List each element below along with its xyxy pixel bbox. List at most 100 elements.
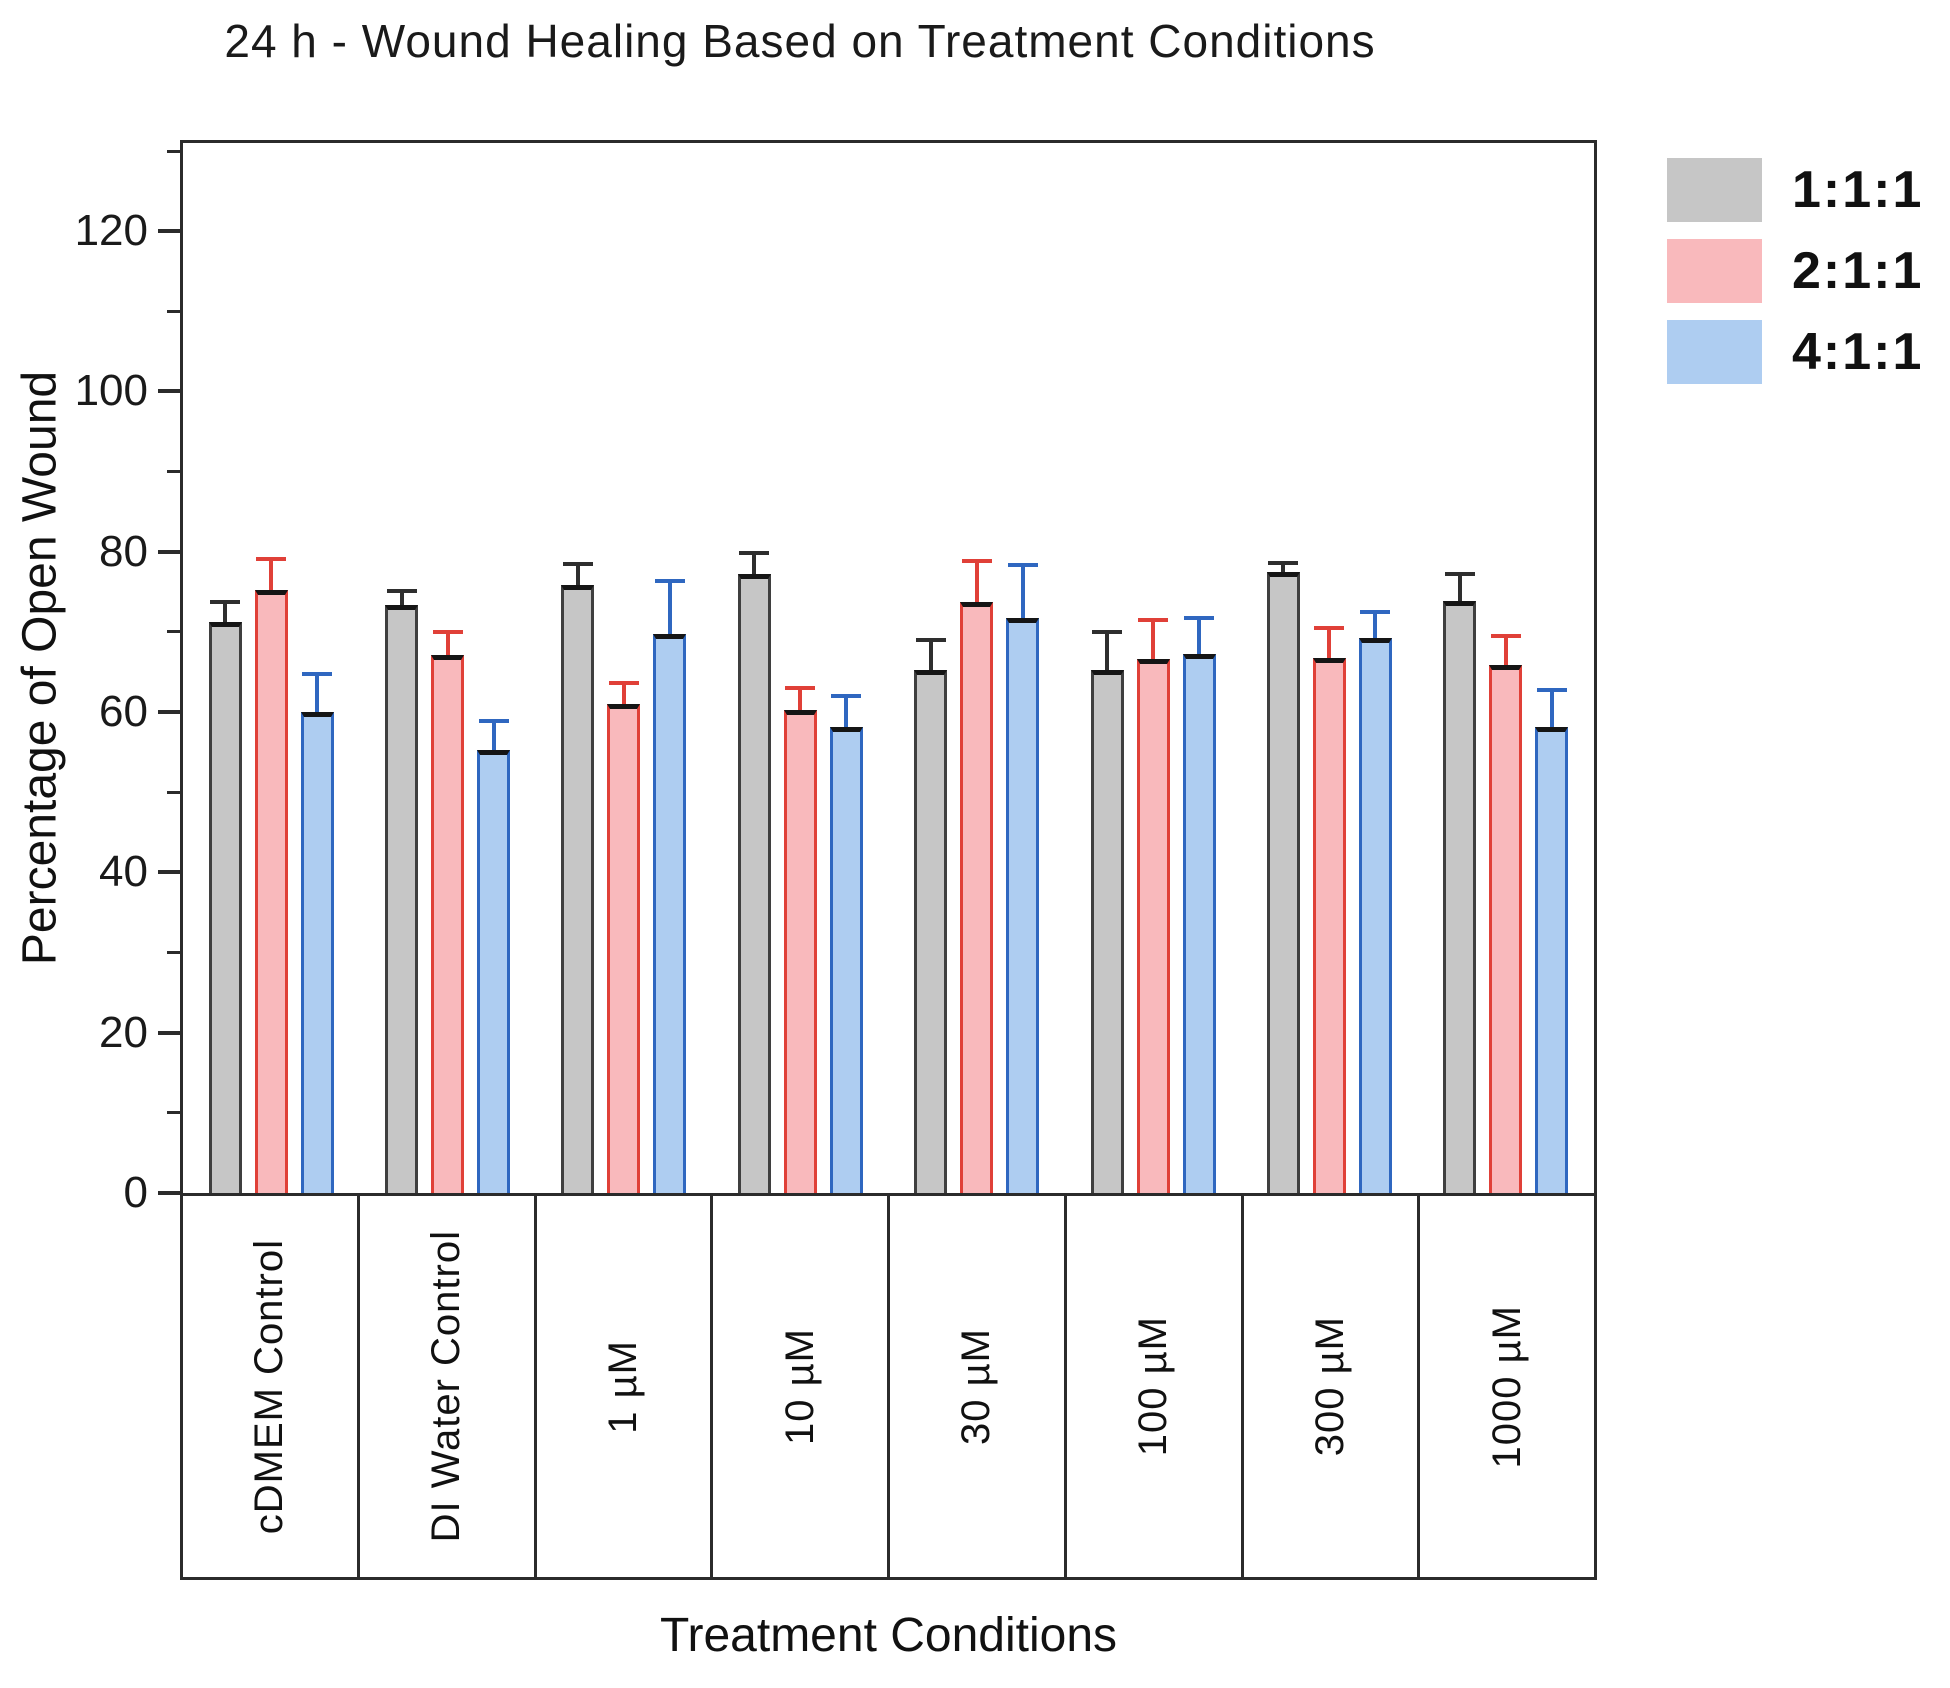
- error-bar-cap: [1360, 610, 1391, 615]
- bar-2-1-1-7: [1312, 658, 1346, 1193]
- category-label: 10 µM: [777, 1328, 822, 1445]
- category-cell-5: 30 µM: [890, 1196, 1067, 1577]
- error-bar-cap: [915, 638, 946, 643]
- bar-1-1-1-8: [1443, 601, 1477, 1193]
- error-bar-cap: [1007, 563, 1038, 567]
- y-major-tick: [158, 1191, 180, 1195]
- error-bar-cap: [961, 559, 992, 563]
- error-bar-cap: [478, 718, 509, 723]
- y-tick-label: 120: [74, 206, 148, 256]
- error-bar-cap: [256, 556, 287, 561]
- bar-1-1-1-5: [914, 669, 948, 1193]
- y-minor-tick: [167, 790, 180, 794]
- legend: 1:1:1 2:1:1 4:1:1: [1667, 158, 1923, 401]
- y-minor-tick: [167, 951, 180, 955]
- error-bar-stem: [1105, 630, 1110, 670]
- error-bar-stem: [1457, 571, 1462, 602]
- bar-2-1-1-6: [1136, 659, 1170, 1193]
- bar-4-1-1-7: [1358, 638, 1392, 1193]
- category-label: 300 µM: [1307, 1316, 1352, 1457]
- category-cell-4: 10 µM: [713, 1196, 890, 1577]
- y-minor-tick: [167, 630, 180, 634]
- plot-inner: [183, 143, 1594, 1193]
- y-major-tick: [158, 870, 180, 875]
- y-minor-tick: [167, 309, 180, 313]
- error-bar-cap: [210, 599, 241, 604]
- bar-1-1-1-4: [737, 574, 771, 1193]
- category-cell-6: 100 µM: [1067, 1196, 1244, 1577]
- bar-4-1-1-1: [300, 712, 334, 1193]
- error-bar-stem: [974, 559, 979, 603]
- error-bar-stem: [798, 685, 803, 710]
- category-label: 100 µM: [1131, 1316, 1176, 1457]
- category-cell-7: 300 µM: [1244, 1196, 1421, 1577]
- y-minor-tick: [167, 470, 180, 474]
- bar-2-1-1-8: [1489, 664, 1523, 1193]
- error-bar-stem: [1327, 625, 1332, 659]
- category-label: cDMEM Control: [247, 1238, 292, 1535]
- error-bar-stem: [928, 638, 933, 670]
- error-bar-stem: [445, 629, 450, 656]
- legend-item-2-1-1: 2:1:1: [1667, 239, 1923, 303]
- error-bar-cap: [1444, 571, 1475, 576]
- legend-label: 4:1:1: [1792, 323, 1924, 381]
- category-cell-2: DI Water Control: [360, 1196, 537, 1577]
- bar-2-1-1-1: [254, 590, 288, 1193]
- error-bar-cap: [739, 550, 770, 555]
- plot-area: [180, 140, 1597, 1196]
- legend-item-4-1-1: 4:1:1: [1667, 320, 1923, 384]
- category-cell-8: 1000 µM: [1420, 1196, 1594, 1577]
- bar-1-1-1-3: [561, 584, 595, 1193]
- error-bar-cap: [562, 562, 593, 567]
- bar-2-1-1-5: [960, 602, 994, 1193]
- legend-swatch: [1667, 239, 1762, 303]
- bar-4-1-1-5: [1006, 618, 1040, 1193]
- category-cell-3: 1 µM: [537, 1196, 714, 1577]
- error-bar-stem: [667, 579, 672, 634]
- error-bar-cap: [831, 693, 862, 698]
- error-bar-stem: [1281, 560, 1286, 572]
- y-major-tick: [158, 549, 180, 554]
- chart-title: 24 h - Wound Healing Based on Treatment …: [224, 15, 1376, 67]
- y-tick-label: 80: [99, 526, 148, 576]
- bar-4-1-1-4: [829, 727, 863, 1193]
- y-tick-label: 0: [123, 1168, 148, 1217]
- error-bar-cap: [654, 579, 685, 584]
- error-bar-stem: [1503, 633, 1508, 665]
- error-bar-stem: [315, 672, 320, 713]
- y-minor-tick: [167, 149, 180, 153]
- error-bar-stem: [223, 599, 228, 622]
- error-bar-stem: [844, 693, 849, 728]
- category-axis: cDMEM Control DI Water Control 1 µM 10 µM 30…: [180, 1193, 1597, 1580]
- error-bar-stem: [269, 556, 274, 591]
- bar-1-1-1-2: [385, 605, 419, 1193]
- legend-swatch: [1667, 320, 1762, 384]
- y-major-tick: [158, 389, 180, 394]
- y-major-tick: [158, 229, 180, 234]
- error-bar-stem: [1549, 688, 1554, 728]
- bar-2-1-1-2: [431, 655, 465, 1193]
- y-major-tick: [158, 710, 180, 715]
- error-bar-cap: [302, 672, 333, 677]
- category-label: 30 µM: [954, 1328, 999, 1445]
- y-tick-label: 100: [74, 366, 148, 416]
- category-label: 1 µM: [600, 1339, 645, 1434]
- y-tick-label: 40: [99, 847, 148, 897]
- y-tick-label: 20: [99, 1007, 148, 1057]
- x-axis-label: Treatment Conditions: [659, 1609, 1118, 1662]
- error-bar-cap: [1490, 633, 1521, 638]
- error-bar-cap: [1184, 615, 1215, 620]
- error-bar-stem: [1020, 563, 1025, 619]
- legend-label: 2:1:1: [1792, 242, 1924, 300]
- bar-2-1-1-3: [607, 704, 641, 1193]
- error-bar-cap: [785, 685, 816, 690]
- legend-swatch: [1667, 158, 1762, 222]
- error-bar-stem: [1197, 615, 1202, 655]
- error-bar-cap: [1138, 618, 1169, 623]
- error-bar-stem: [575, 562, 580, 585]
- bar-1-1-1-7: [1266, 571, 1300, 1193]
- bar-1-1-1-6: [1090, 669, 1124, 1193]
- error-bar-cap: [1314, 625, 1345, 630]
- bar-4-1-1-8: [1535, 727, 1569, 1193]
